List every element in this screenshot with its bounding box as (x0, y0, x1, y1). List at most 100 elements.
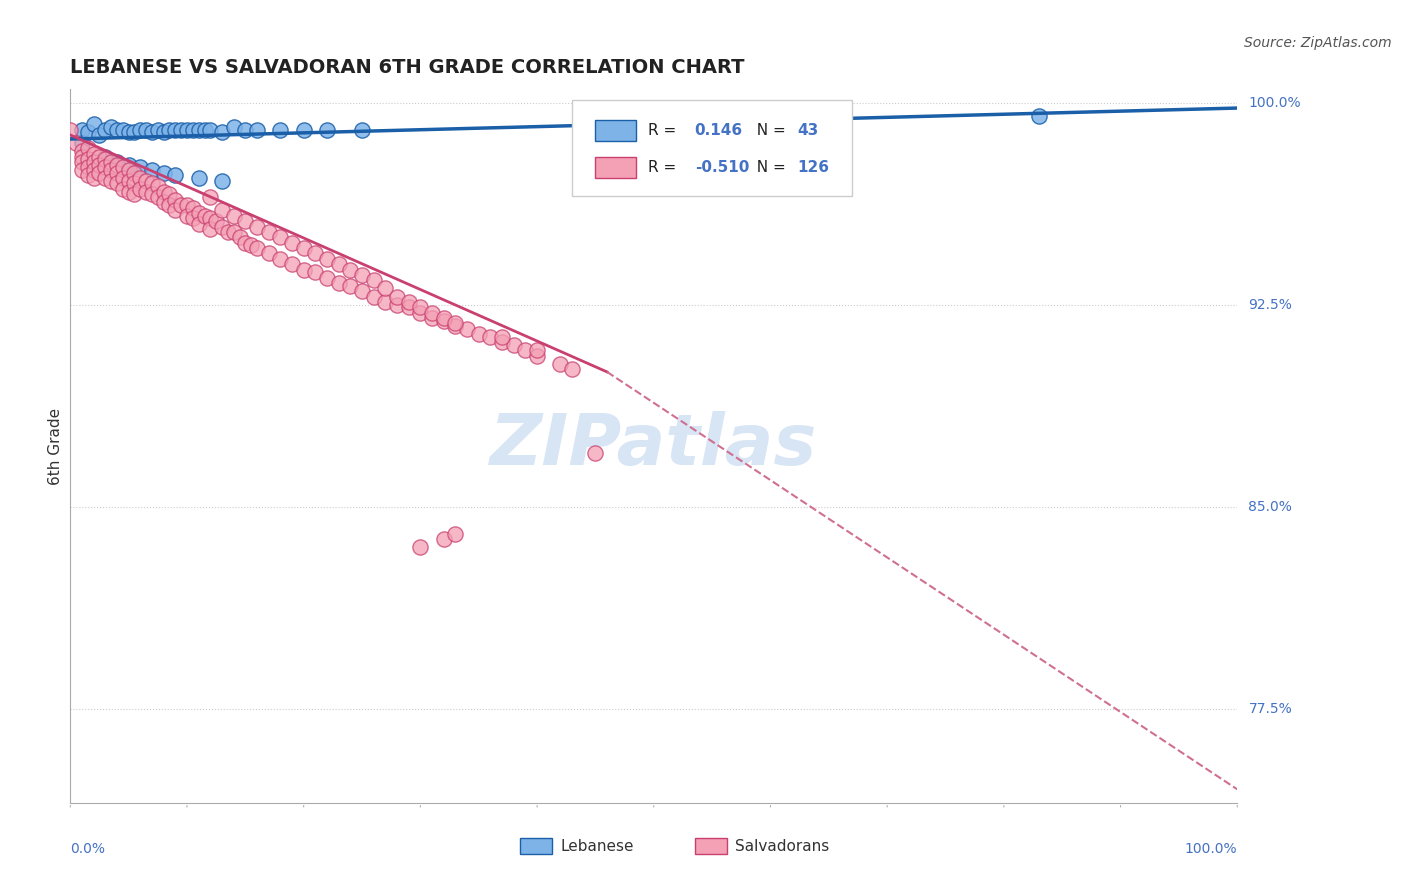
Point (83, 171, 105, 186)
Point (124, 187, 146, 202)
Text: 92.5%: 92.5% (1249, 298, 1292, 311)
Text: 100.0%: 100.0% (1249, 95, 1301, 110)
Point (152, 185, 174, 199)
Point (70, 163, 93, 178)
Point (146, 179, 169, 194)
Text: 85.0%: 85.0% (1249, 500, 1292, 514)
Point (585, 446, 607, 460)
Point (352, 268, 374, 282)
Point (141, 187, 163, 202)
Point (76, 141, 98, 155)
Point (141, 177, 163, 191)
Point (152, 166, 174, 180)
Bar (596, 120, 637, 141)
Point (83, 117, 105, 131)
Point (187, 206, 209, 220)
Point (165, 203, 187, 218)
Text: Source: ZipAtlas.com: Source: ZipAtlas.com (1244, 36, 1392, 50)
Point (65, 136, 87, 150)
Point (83, 155, 105, 169)
Point (118, 158, 141, 172)
Text: N =: N = (747, 123, 796, 138)
Point (146, 122, 169, 136)
Point (200, 122, 222, 136)
Text: 126: 126 (797, 161, 830, 175)
Point (76, 152, 98, 166)
Point (385, 298, 408, 312)
Point (89, 166, 111, 180)
Point (328, 276, 350, 290)
Point (89, 149, 111, 163)
Point (152, 125, 174, 139)
Point (83, 163, 105, 178)
Point (159, 198, 181, 212)
Point (200, 190, 222, 204)
Point (550, 357, 572, 371)
Point (105, 122, 128, 136)
Point (94, 149, 117, 163)
Point (444, 526, 467, 541)
Point (176, 122, 198, 136)
Point (94, 122, 117, 136)
Point (257, 225, 280, 239)
Point (181, 211, 204, 226)
Point (100, 174, 122, 188)
Point (222, 120, 245, 134)
Point (70, 122, 93, 136)
Bar (520, 838, 553, 855)
Point (526, 349, 548, 363)
Point (59, 122, 82, 136)
Text: ZIPatlas: ZIPatlas (491, 411, 817, 481)
Point (105, 155, 128, 169)
Point (433, 314, 456, 328)
Point (281, 257, 304, 271)
Text: 0.0%: 0.0% (70, 842, 105, 855)
Point (561, 362, 583, 376)
Point (304, 265, 326, 279)
Point (420, 311, 443, 326)
Point (176, 198, 198, 212)
Point (105, 177, 128, 191)
Point (159, 187, 181, 202)
Point (211, 125, 233, 139)
Point (76, 169, 98, 183)
Point (118, 163, 141, 178)
Point (100, 120, 122, 134)
Point (118, 185, 141, 199)
Point (491, 335, 513, 350)
Point (444, 319, 467, 334)
Point (479, 330, 502, 344)
Point (111, 122, 134, 136)
Point (420, 306, 443, 320)
Text: Lebanese: Lebanese (561, 838, 634, 854)
Point (129, 122, 152, 136)
Point (269, 230, 291, 244)
Y-axis label: 6th Grade: 6th Grade (48, 408, 63, 484)
Point (205, 214, 228, 228)
Point (328, 257, 350, 271)
Point (433, 311, 456, 326)
Text: 43: 43 (797, 123, 818, 138)
Point (409, 540, 432, 554)
Text: LEBANESE VS SALVADORAN 6TH GRADE CORRELATION CHART: LEBANESE VS SALVADORAN 6TH GRADE CORRELA… (70, 57, 745, 77)
Point (467, 327, 491, 342)
Point (105, 166, 128, 180)
Point (233, 122, 256, 136)
Point (76, 161, 98, 175)
Point (94, 161, 117, 175)
Point (181, 122, 204, 136)
Point (70, 144, 93, 158)
Point (304, 246, 326, 260)
Point (257, 246, 280, 260)
Point (176, 209, 198, 223)
Point (193, 209, 215, 223)
Point (94, 152, 117, 166)
Point (316, 252, 339, 266)
Text: Salvadorans: Salvadorans (735, 838, 830, 854)
Point (409, 306, 432, 320)
Point (200, 222, 222, 236)
Point (491, 330, 513, 344)
Point (502, 338, 524, 352)
Point (187, 171, 209, 186)
Point (228, 230, 250, 244)
